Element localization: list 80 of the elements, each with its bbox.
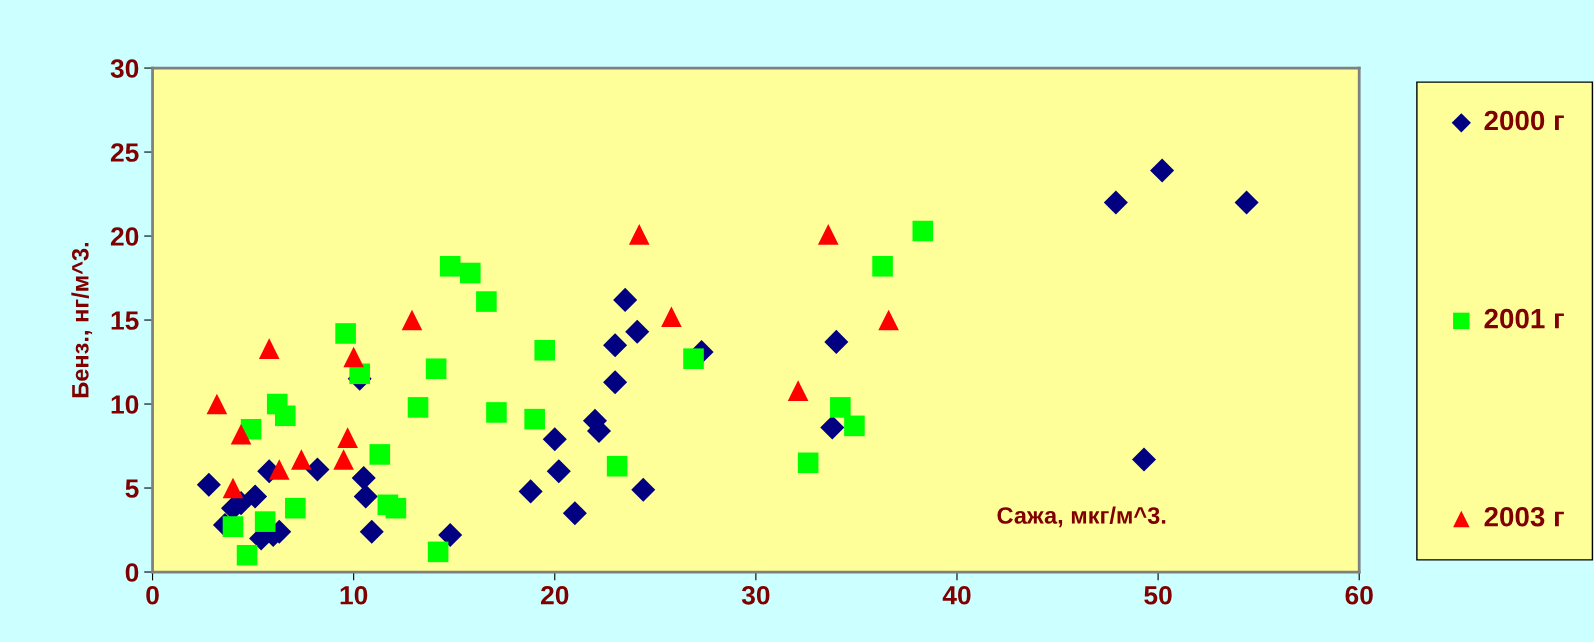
point xyxy=(562,501,587,526)
point xyxy=(206,393,228,415)
point xyxy=(603,370,628,395)
point xyxy=(625,319,650,344)
point xyxy=(230,423,252,445)
point xyxy=(401,309,423,331)
point xyxy=(534,339,556,361)
point xyxy=(546,459,571,484)
point xyxy=(603,333,628,358)
point xyxy=(1103,190,1128,215)
point xyxy=(385,497,407,519)
point xyxy=(486,402,507,423)
point xyxy=(878,309,899,331)
y-tick-label: 0 xyxy=(125,563,139,582)
y-tick-label: 30 xyxy=(110,59,139,78)
point xyxy=(460,262,481,284)
point xyxy=(353,484,378,509)
point xyxy=(268,459,290,480)
point xyxy=(518,479,543,504)
point xyxy=(797,452,819,474)
point xyxy=(683,348,704,369)
y-tick-label: 10 xyxy=(111,395,139,414)
y-tick-label: 5 xyxy=(125,479,139,498)
x-tick-label: 20 xyxy=(541,585,569,605)
y-axis-title: Бенз., нг/м^3. xyxy=(71,242,93,398)
y-tick-label: 20 xyxy=(110,227,139,246)
point xyxy=(351,465,376,490)
legend-label: 2001 г xyxy=(1484,308,1564,329)
point xyxy=(820,415,845,440)
point xyxy=(912,220,934,242)
point xyxy=(1234,190,1259,215)
point xyxy=(1131,447,1157,472)
point xyxy=(439,255,461,277)
point xyxy=(407,397,429,418)
legend-label: 2000 г xyxy=(1484,110,1564,131)
point xyxy=(872,255,893,277)
point xyxy=(285,497,306,519)
point xyxy=(243,484,268,509)
point xyxy=(222,516,244,537)
point xyxy=(524,408,545,430)
y-tick-label: 15 xyxy=(111,311,139,330)
point xyxy=(274,405,296,427)
point xyxy=(335,323,356,344)
point xyxy=(542,427,567,452)
point xyxy=(254,511,276,532)
point xyxy=(258,338,280,359)
point xyxy=(844,415,865,437)
point xyxy=(661,306,682,327)
point xyxy=(476,291,497,312)
x-tick-label: 60 xyxy=(1345,585,1373,605)
point xyxy=(236,544,258,566)
point xyxy=(369,444,391,465)
point xyxy=(830,397,851,418)
legend-label: 2003 г xyxy=(1484,506,1564,527)
x-tick-label: 50 xyxy=(1144,585,1172,605)
x-tick-label: 30 xyxy=(741,585,770,605)
point xyxy=(337,427,358,448)
point xyxy=(787,380,809,401)
y-tick-label: 25 xyxy=(110,143,139,162)
point xyxy=(438,523,463,548)
point xyxy=(359,519,384,544)
point xyxy=(305,457,330,482)
point xyxy=(333,449,354,470)
point xyxy=(1150,158,1175,183)
x-tick-label: 40 xyxy=(942,585,971,605)
x-tick-label: 0 xyxy=(146,585,159,605)
x-tick-label: 10 xyxy=(340,585,368,605)
point xyxy=(343,346,364,368)
point xyxy=(425,358,447,380)
point xyxy=(628,224,650,245)
point xyxy=(222,477,244,499)
point xyxy=(631,477,656,502)
point xyxy=(613,287,638,312)
point xyxy=(291,449,312,470)
point xyxy=(817,224,839,245)
x-axis-title: Сажа, мкг/м^3. xyxy=(997,506,1166,528)
point xyxy=(606,455,628,477)
point xyxy=(196,472,221,497)
point xyxy=(427,541,449,563)
point xyxy=(824,329,849,354)
